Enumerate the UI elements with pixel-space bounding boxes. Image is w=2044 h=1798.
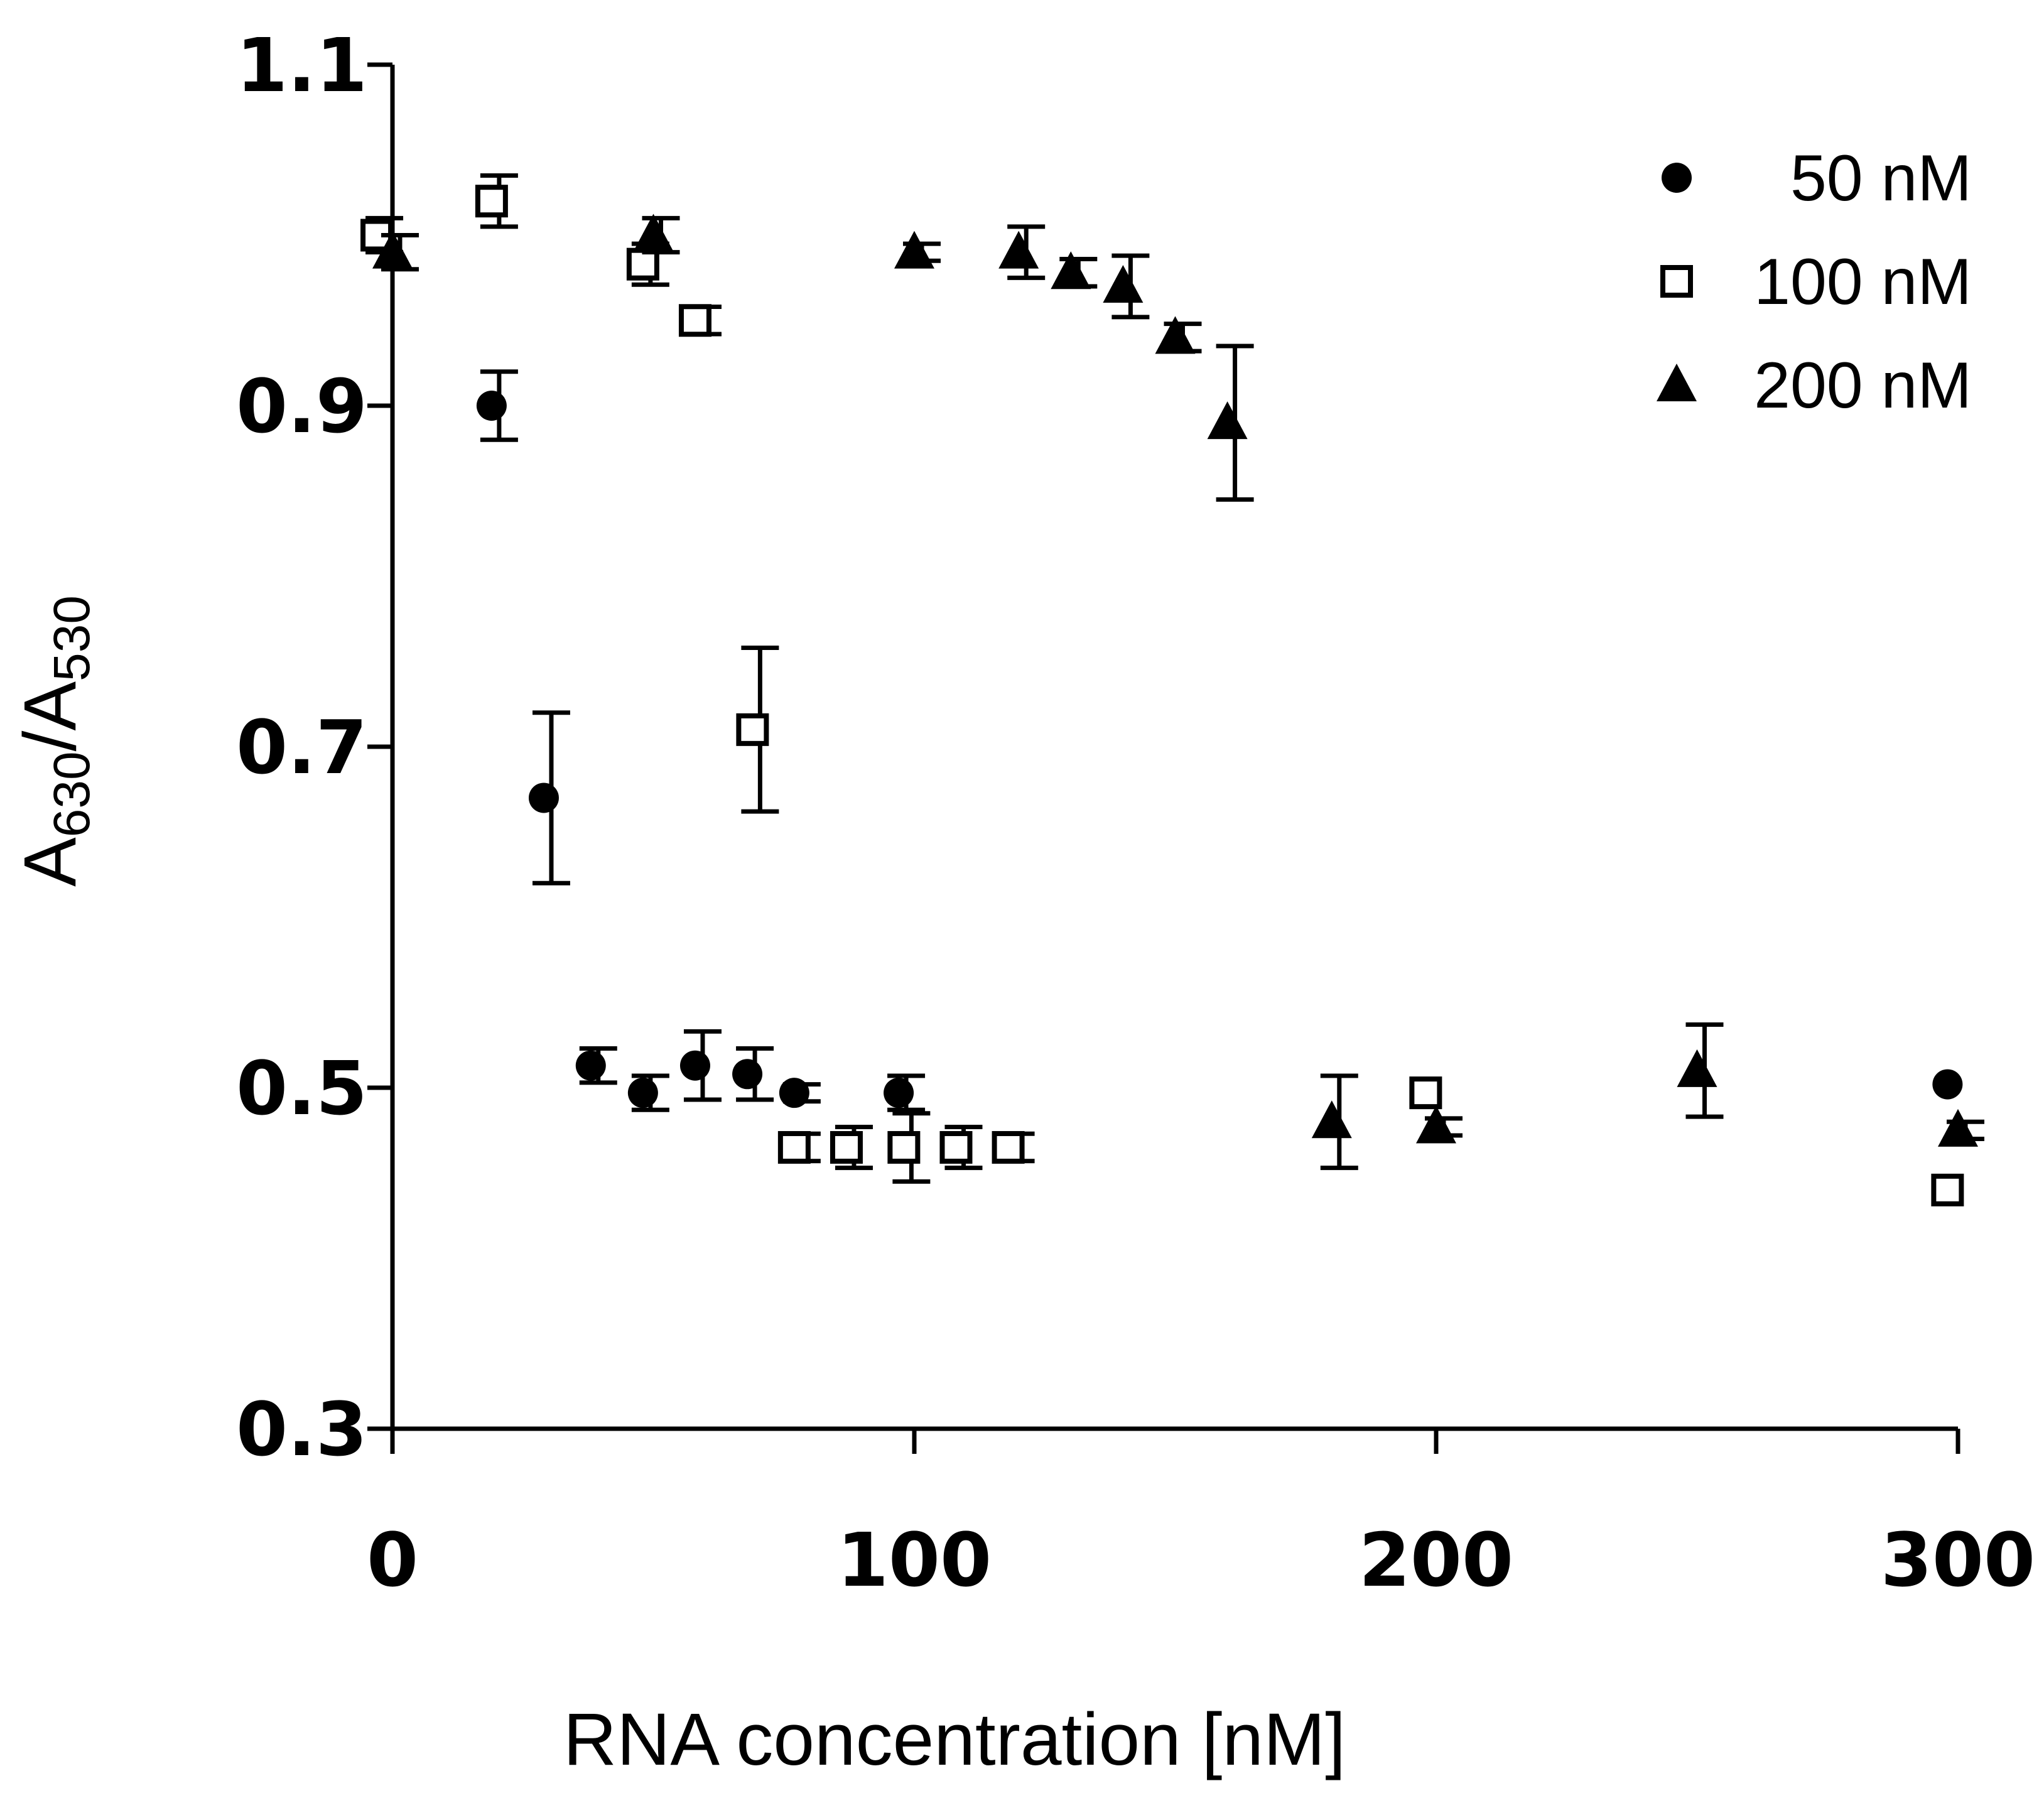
data-point [1155,316,1196,354]
data-point [779,1078,809,1108]
data-point [626,247,659,281]
data-point [679,1050,710,1081]
data-point [528,783,559,813]
legend-marker [1662,163,1692,193]
x-tick-label: 300 [1881,1517,2035,1603]
legend-item: 100 nM [1660,246,1972,318]
data-point [992,1131,1025,1164]
y-axis-title-base: A [9,837,92,887]
data-layer [360,173,1984,1206]
legend-marker [1657,364,1697,401]
data-point [1931,1173,1964,1206]
x-axis-title: RNA concentration [nM] [563,1698,1346,1781]
y-axis-title-sub1: 630 [43,751,100,837]
data-point [1409,1076,1442,1110]
data-point [884,1078,914,1108]
x-tick-label: 0 [367,1517,418,1603]
y-tick-label: 0.3 [236,1386,367,1473]
data-point [736,713,769,746]
data-point [732,1059,763,1090]
data-point [1051,251,1091,290]
series-50-nm [476,369,1963,1112]
legend: 50 nM 100 nM 200 nM [1657,142,1972,422]
y-axis-title-sep: /A [9,681,92,752]
legend-label: 50 nM [1790,142,1972,215]
legend-label: 200 nM [1754,349,1972,422]
legend-marker [1660,265,1693,298]
data-point [894,230,934,269]
data-point [627,1078,658,1108]
y-tick-label: 0.7 [236,704,367,791]
y-axis-title-sub2: 530 [43,595,100,681]
y-axis-title: A630/A530 [9,595,100,887]
data-point [372,230,413,269]
data-point [678,304,711,337]
data-point [887,1131,921,1164]
data-point [1416,1105,1456,1144]
legend-label: 100 nM [1754,246,1972,318]
data-point [633,214,674,252]
data-point [1103,264,1144,303]
y-tick-label: 0.5 [236,1045,367,1132]
data-point [998,230,1039,269]
data-point [475,185,508,218]
x-tick-label: 200 [1359,1517,1513,1603]
x-tick-label: 100 [837,1517,992,1603]
data-point [575,1050,606,1081]
series-200-nm [372,214,1984,1171]
data-point [939,1131,973,1164]
legend-item: 50 nM [1662,142,1972,215]
data-point [1938,1108,1978,1147]
axes: 0.3 0.5 0.7 0.9 1.1 0 100 200 300 [236,22,2035,1603]
data-point [1207,401,1248,440]
y-tick-label: 0.9 [236,363,367,450]
legend-item: 200 nM [1657,349,1972,422]
data-point [476,391,507,421]
data-point [1677,1049,1717,1087]
data-point [1311,1100,1352,1139]
data-point [777,1131,811,1164]
data-point [1932,1069,1963,1100]
data-point [830,1131,863,1164]
y-tick-label: 1.1 [236,22,367,109]
